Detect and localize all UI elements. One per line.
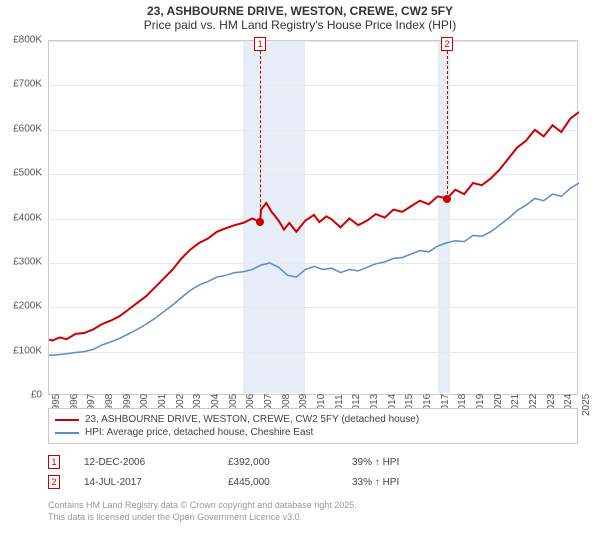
title-block: 23, ASHBOURNE DRIVE, WESTON, CREWE, CW2 … xyxy=(0,0,600,34)
marker-label-box: 1 xyxy=(254,37,266,51)
marker-vline xyxy=(447,51,448,199)
sale-price: £392,000 xyxy=(228,457,328,468)
legend-label: 23, ASHBOURNE DRIVE, WESTON, CREWE, CW2 … xyxy=(85,414,419,425)
legend-swatch xyxy=(55,419,79,421)
series-line xyxy=(49,112,579,341)
chart-title: 23, ASHBOURNE DRIVE, WESTON, CREWE, CW2 … xyxy=(0,4,600,18)
chart-area: 12 £0£100K£200K£300K£400K£500K£600K£700K… xyxy=(48,40,578,395)
line-series-svg xyxy=(49,41,579,396)
sales-table: 1 12-DEC-2006 £392,000 39% ↑ HPI 2 14-JU… xyxy=(48,452,578,492)
y-axis-label: £400K xyxy=(13,212,42,223)
legend-item: HPI: Average price, detached house, Ches… xyxy=(55,426,571,439)
y-axis-label: £100K xyxy=(13,345,42,356)
legend-swatch xyxy=(55,432,79,434)
marker-vline xyxy=(260,51,261,222)
plot-region: 12 xyxy=(48,40,578,395)
y-axis-label: £300K xyxy=(13,256,42,267)
sale-marker-box: 1 xyxy=(48,455,60,469)
sale-marker-box: 2 xyxy=(48,475,60,489)
y-axis-label: £0 xyxy=(31,390,42,401)
footer-line: Contains HM Land Registry data © Crown c… xyxy=(48,500,578,512)
y-axis-label: £500K xyxy=(13,168,42,179)
legend: 23, ASHBOURNE DRIVE, WESTON, CREWE, CW2 … xyxy=(48,408,578,444)
sales-row: 1 12-DEC-2006 £392,000 39% ↑ HPI xyxy=(48,452,578,472)
sale-diff: 33% ↑ HPI xyxy=(352,477,452,488)
legend-label: HPI: Average price, detached house, Ches… xyxy=(85,427,313,438)
series-line xyxy=(49,183,579,355)
y-axis-label: £600K xyxy=(13,123,42,134)
chart-container: 23, ASHBOURNE DRIVE, WESTON, CREWE, CW2 … xyxy=(0,0,600,560)
marker-label-box: 2 xyxy=(441,37,453,51)
legend-item: 23, ASHBOURNE DRIVE, WESTON, CREWE, CW2 … xyxy=(55,413,571,426)
chart-subtitle: Price paid vs. HM Land Registry's House … xyxy=(0,18,600,32)
x-axis-label: 2025 xyxy=(581,394,592,416)
y-axis-label: £700K xyxy=(13,79,42,90)
marker-dot xyxy=(256,218,264,226)
marker-dot xyxy=(443,195,451,203)
sales-row: 2 14-JUL-2017 £445,000 33% ↑ HPI xyxy=(48,472,578,492)
footer-line: This data is licensed under the Open Gov… xyxy=(48,512,578,524)
sale-diff: 39% ↑ HPI xyxy=(352,457,452,468)
footer: Contains HM Land Registry data © Crown c… xyxy=(48,500,578,523)
y-axis-label: £800K xyxy=(13,35,42,46)
y-axis-label: £200K xyxy=(13,301,42,312)
sale-price: £445,000 xyxy=(228,477,328,488)
sale-date: 12-DEC-2006 xyxy=(84,457,204,468)
sale-date: 14-JUL-2017 xyxy=(84,477,204,488)
